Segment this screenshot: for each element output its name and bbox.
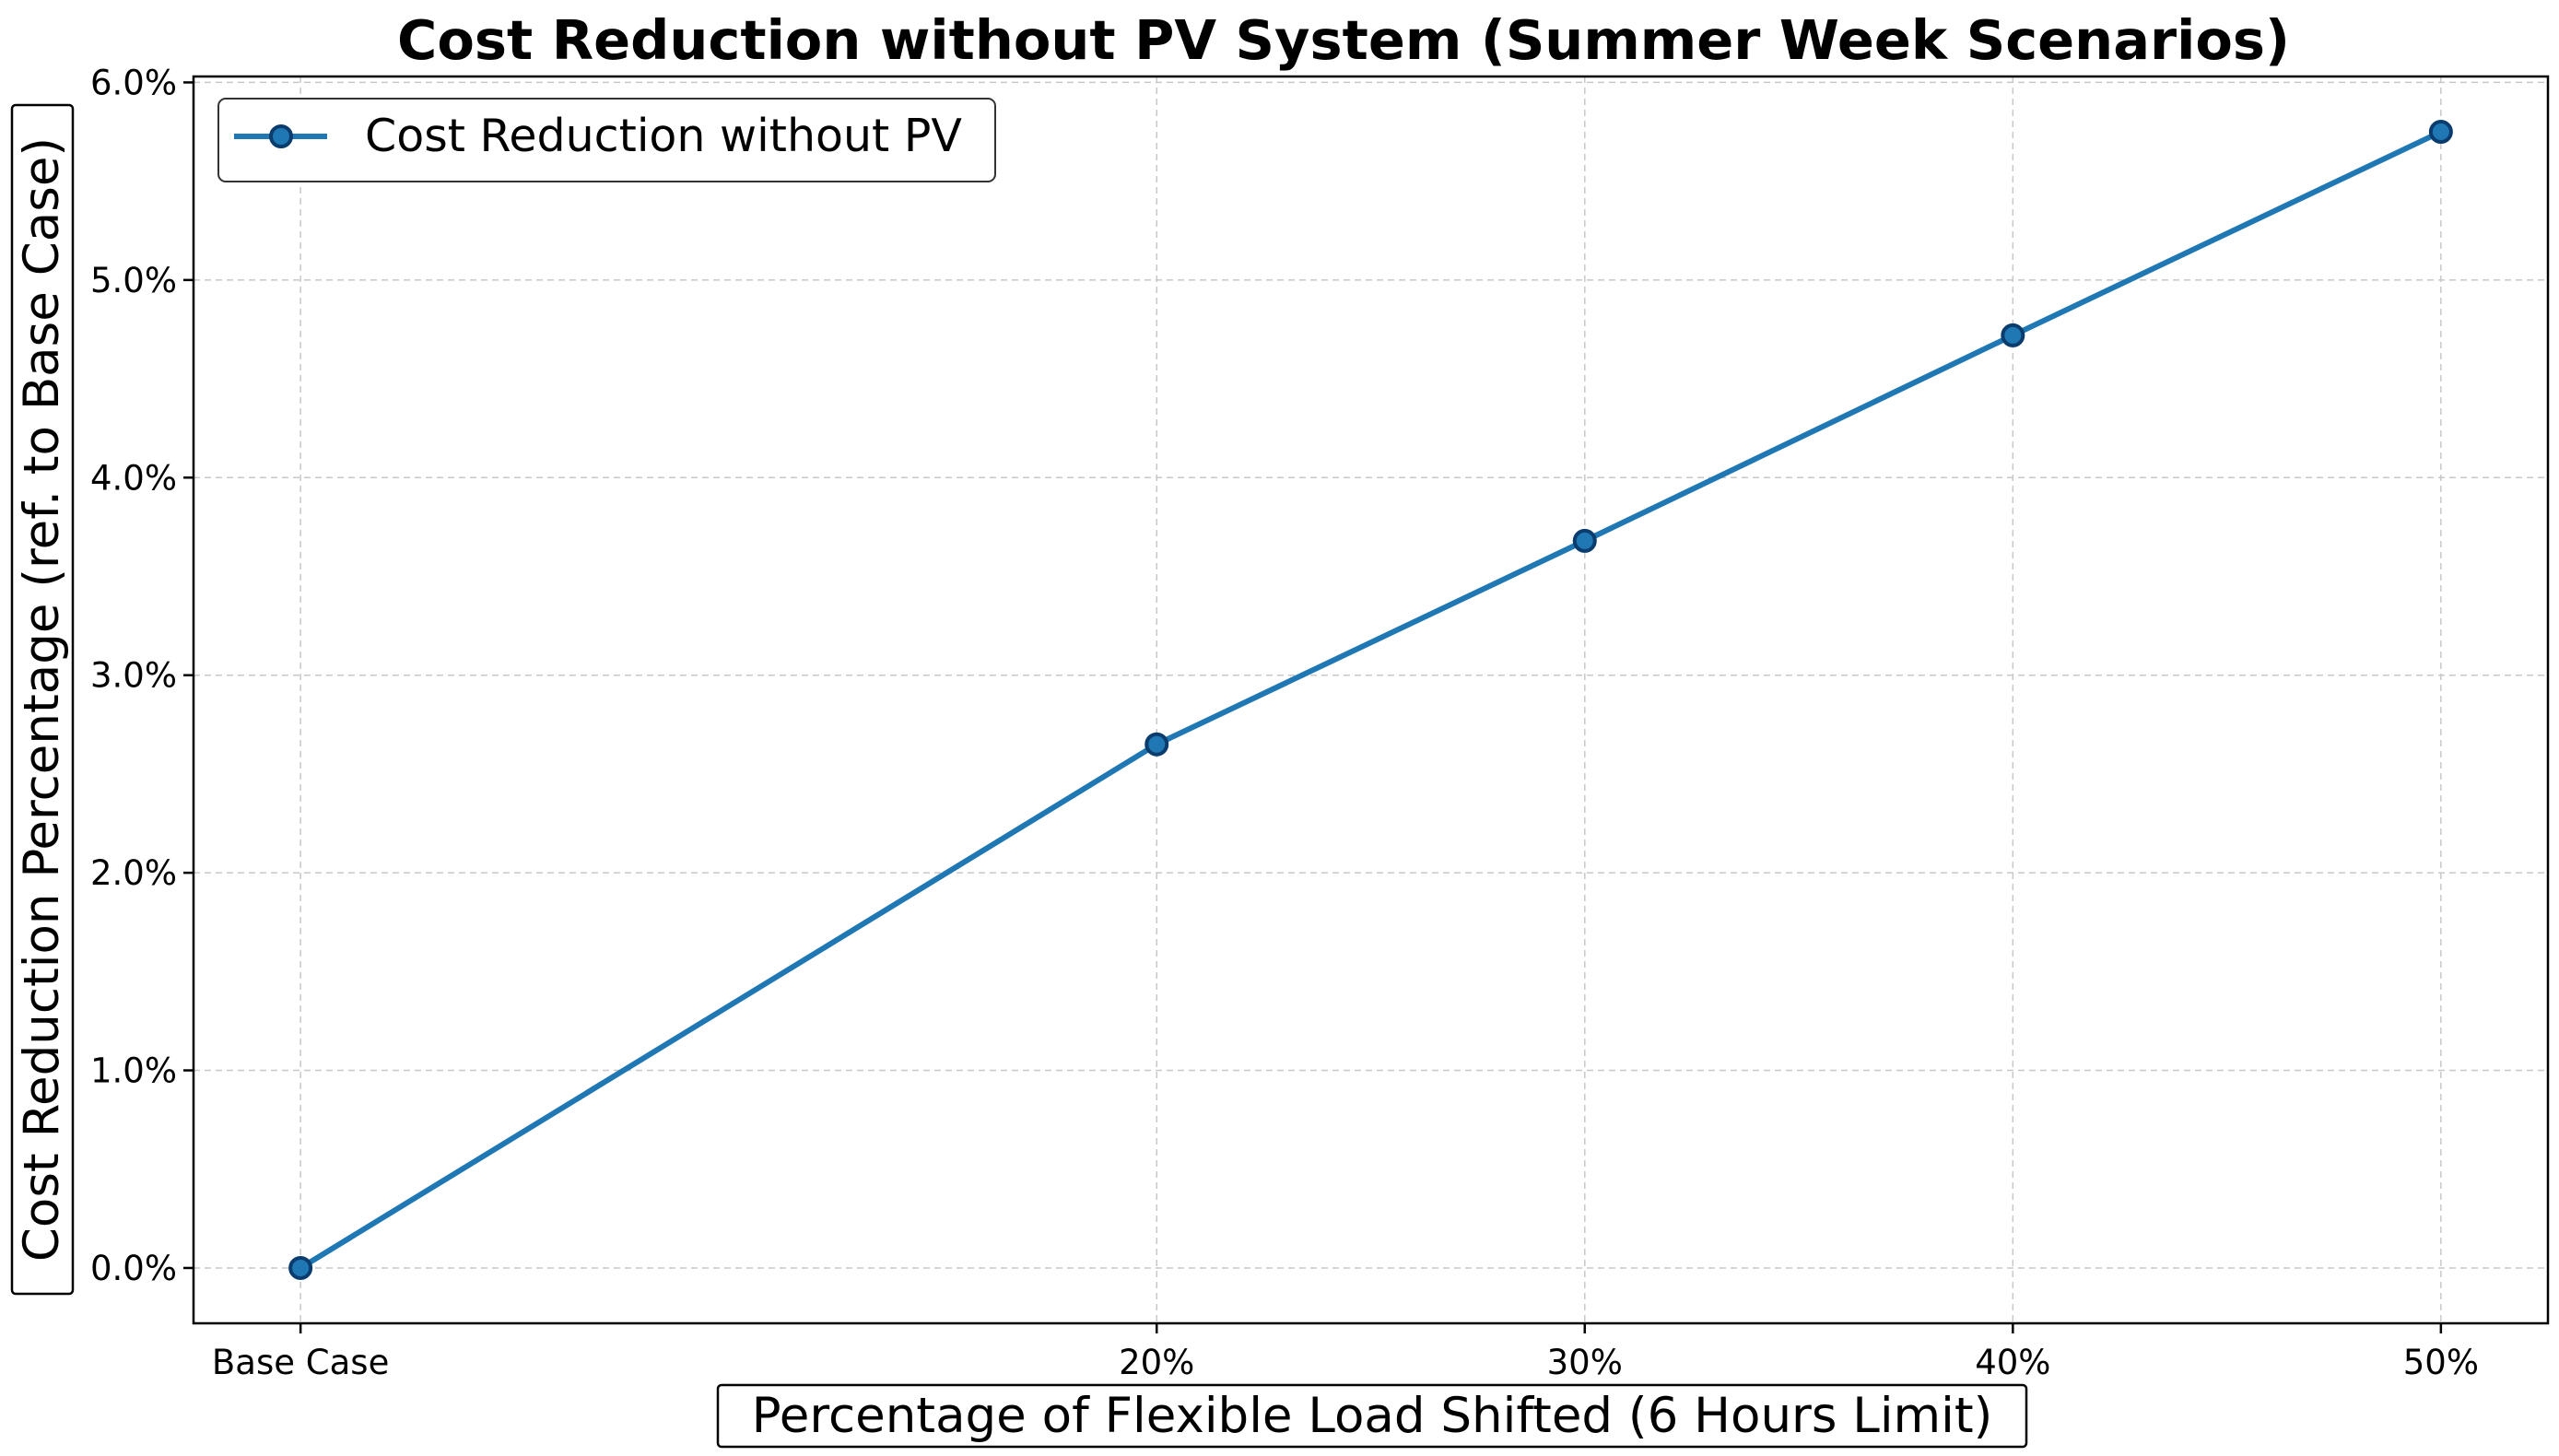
y-axis-title-box [10,103,75,1296]
chart-title: Cost Reduction without PV System (Summer… [397,8,2290,72]
y-tick-label: 2.0% [90,853,177,893]
y-tick-label: 3.0% [90,656,177,696]
y-axis-title-group: Cost Reduction Percentage (ref. to Base … [10,103,75,1296]
series-line [298,129,2444,1271]
series-lines [298,129,2444,1271]
data-point-marker [288,1255,313,1280]
series-markers [288,120,2453,1280]
plot-area-frame [192,75,2550,1325]
x-axis-title-box [716,1383,2028,1449]
y-axis-title: Cost Reduction Percentage (ref. to Base … [14,137,70,1262]
y-axis-ticks: 0.0% 1.0% 2.0% 3.0% 4.0% 5.0% 6.0% [90,63,194,1288]
legend-label: Cost Reduction without PV [365,110,962,162]
y-tick-label: 5.0% [90,261,177,300]
data-point-marker [2428,120,2453,145]
data-point-marker [1145,732,1169,757]
x-tick-label: 50% [2403,1343,2479,1382]
x-axis-title-group: Percentage of Flexible Load Shifted (6 H… [716,1383,2028,1449]
x-axis-title: Percentage of Flexible Load Shifted (6 H… [752,1388,1993,1444]
y-tick-label: 1.0% [90,1051,177,1091]
x-tick-label: 30% [1547,1343,1623,1382]
legend-box [217,98,996,182]
data-point-marker [2001,323,2025,347]
x-tick-label: Base Case [212,1343,389,1382]
data-point-marker [1572,528,1597,553]
y-tick-label: 6.0% [90,63,177,102]
gridlines [194,76,2548,1323]
x-tick-label: 20% [1119,1343,1194,1382]
x-axis-ticks: Base Case 20% 30% 40% 50% [212,1323,2479,1382]
x-tick-label: 40% [1975,1343,2050,1382]
y-tick-label: 4.0% [90,458,177,498]
legend: Cost Reduction without PV [217,98,996,182]
legend-marker-swatch [269,124,293,148]
y-tick-label: 0.0% [90,1249,177,1288]
